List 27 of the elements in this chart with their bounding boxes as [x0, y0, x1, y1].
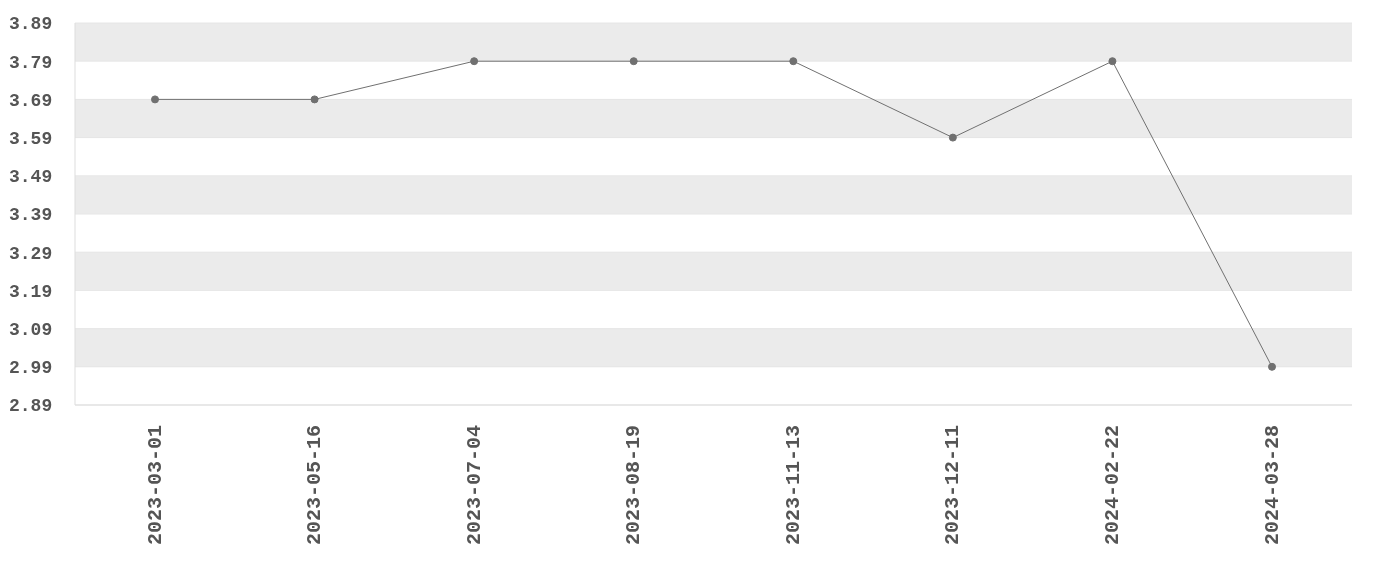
point [1108, 57, 1117, 66]
point [1268, 362, 1276, 371]
point [310, 95, 319, 104]
y-tick-label: 3.89 [9, 14, 53, 35]
x-tick-label: 2023-11-13 [781, 425, 805, 546]
x-tick-label: 2023-12-11 [941, 425, 965, 546]
y-tick-label: 3.49 [9, 167, 53, 188]
point [629, 57, 638, 66]
y-tick-label: 2.89 [9, 396, 53, 417]
y-tick-label: 3.39 [9, 205, 53, 226]
point [789, 57, 798, 66]
y-tick-label: 3.29 [9, 243, 53, 264]
y-tick-label: 3.79 [9, 52, 53, 73]
x-tick-label: 2024-02-22 [1100, 425, 1124, 546]
y-tick-label: 3.69 [9, 90, 53, 111]
y-tick-label: 3.19 [9, 281, 53, 302]
y-tick-label: 3.59 [9, 128, 53, 149]
point [948, 133, 957, 142]
y-tick-label: 2.99 [9, 358, 53, 379]
y-tick-label: 3.09 [9, 319, 53, 340]
x-tick-label: 2023-08-19 [622, 425, 646, 546]
x-tick-label: 2023-03-01 [143, 425, 167, 546]
x-tick-label: 2023-05-16 [303, 425, 327, 546]
point [470, 57, 479, 66]
point [151, 95, 159, 104]
x-tick-label: 2023-07-04 [462, 425, 486, 546]
x-tick-label: 2024-03-28 [1260, 425, 1284, 546]
